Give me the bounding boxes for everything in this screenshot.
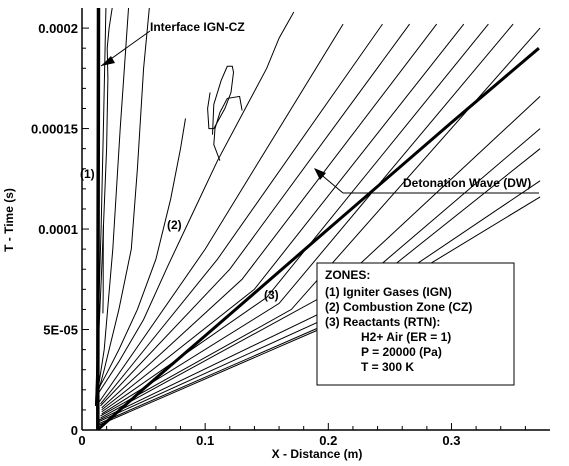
contour-line-10	[98, 23, 344, 403]
axis-ticks: 0 0.1 0.2 0.3 0 5E-05 0.0001 0.00015 0.0002	[31, 21, 526, 448]
contour-line-7	[97, 11, 295, 395]
y-tick-label: 0	[71, 423, 78, 438]
zone-1-label: (1)	[80, 167, 95, 181]
contour-line-2	[95, 8, 113, 406]
legend-line-2: (2) Combustion Zone (CZ)	[325, 300, 472, 314]
zone-3-label: (3)	[264, 288, 279, 302]
x-tick-label: 0.2	[319, 433, 337, 448]
contour-line-5	[96, 8, 150, 398]
legend-title: ZONES:	[325, 268, 370, 282]
wave-lines	[96, 8, 540, 430]
detonation-annotation-label: Detonation Wave (DW)	[403, 176, 531, 190]
zones-legend: ZONES: (1) Igniter Gases (IGN) (2) Combu…	[316, 262, 515, 386]
contour-line-4	[95, 8, 130, 406]
interface-ign-cz-line	[96, 8, 101, 430]
axes-frame	[81, 8, 550, 431]
detonation-wave-line	[96, 47, 540, 430]
detonation-arrow-head	[314, 168, 326, 180]
x-tick-label: 0.3	[442, 433, 460, 448]
contour-line-14	[101, 23, 465, 411]
contour-line-17	[100, 27, 541, 417]
y-tick-label: 0.0002	[38, 21, 78, 36]
legend-line-4: H2+ Air (ER = 1)	[361, 330, 451, 344]
contour-line-12	[100, 23, 411, 407]
zone-2-label: (2)	[167, 218, 182, 232]
contour-line-13	[101, 23, 438, 409]
legend-box	[316, 262, 515, 386]
legend-line-1: (1) Igniter Gases (IGN)	[325, 285, 452, 299]
y-tick-label: 0.0001	[38, 222, 78, 237]
contour-line-3	[102, 224, 104, 314]
contour-line-9	[207, 65, 235, 135]
interface-arrow-head	[101, 56, 115, 66]
contour-line-15	[101, 23, 489, 413]
legend-line-5: P = 20000 (Pa)	[361, 345, 442, 359]
contour-line-11	[100, 23, 383, 405]
contour-line-16	[101, 23, 514, 415]
x-tick-label: 0.1	[196, 433, 214, 448]
contour-line-6	[97, 118, 186, 391]
legend-line-3: (3) Reactants (RTN):	[325, 315, 440, 329]
legend-line-6: T = 300 K	[361, 360, 414, 374]
contour-line-8	[213, 95, 243, 161]
x-tick-label: 0	[78, 433, 85, 448]
x-axis-title: X - Distance (m)	[272, 447, 363, 461]
y-axis-title: T - Time (s)	[2, 188, 16, 252]
y-tick-label: 5E-05	[43, 323, 78, 338]
y-tick-label: 0.00015	[31, 122, 78, 137]
interface-annotation-label: Interface IGN-CZ	[150, 20, 245, 34]
